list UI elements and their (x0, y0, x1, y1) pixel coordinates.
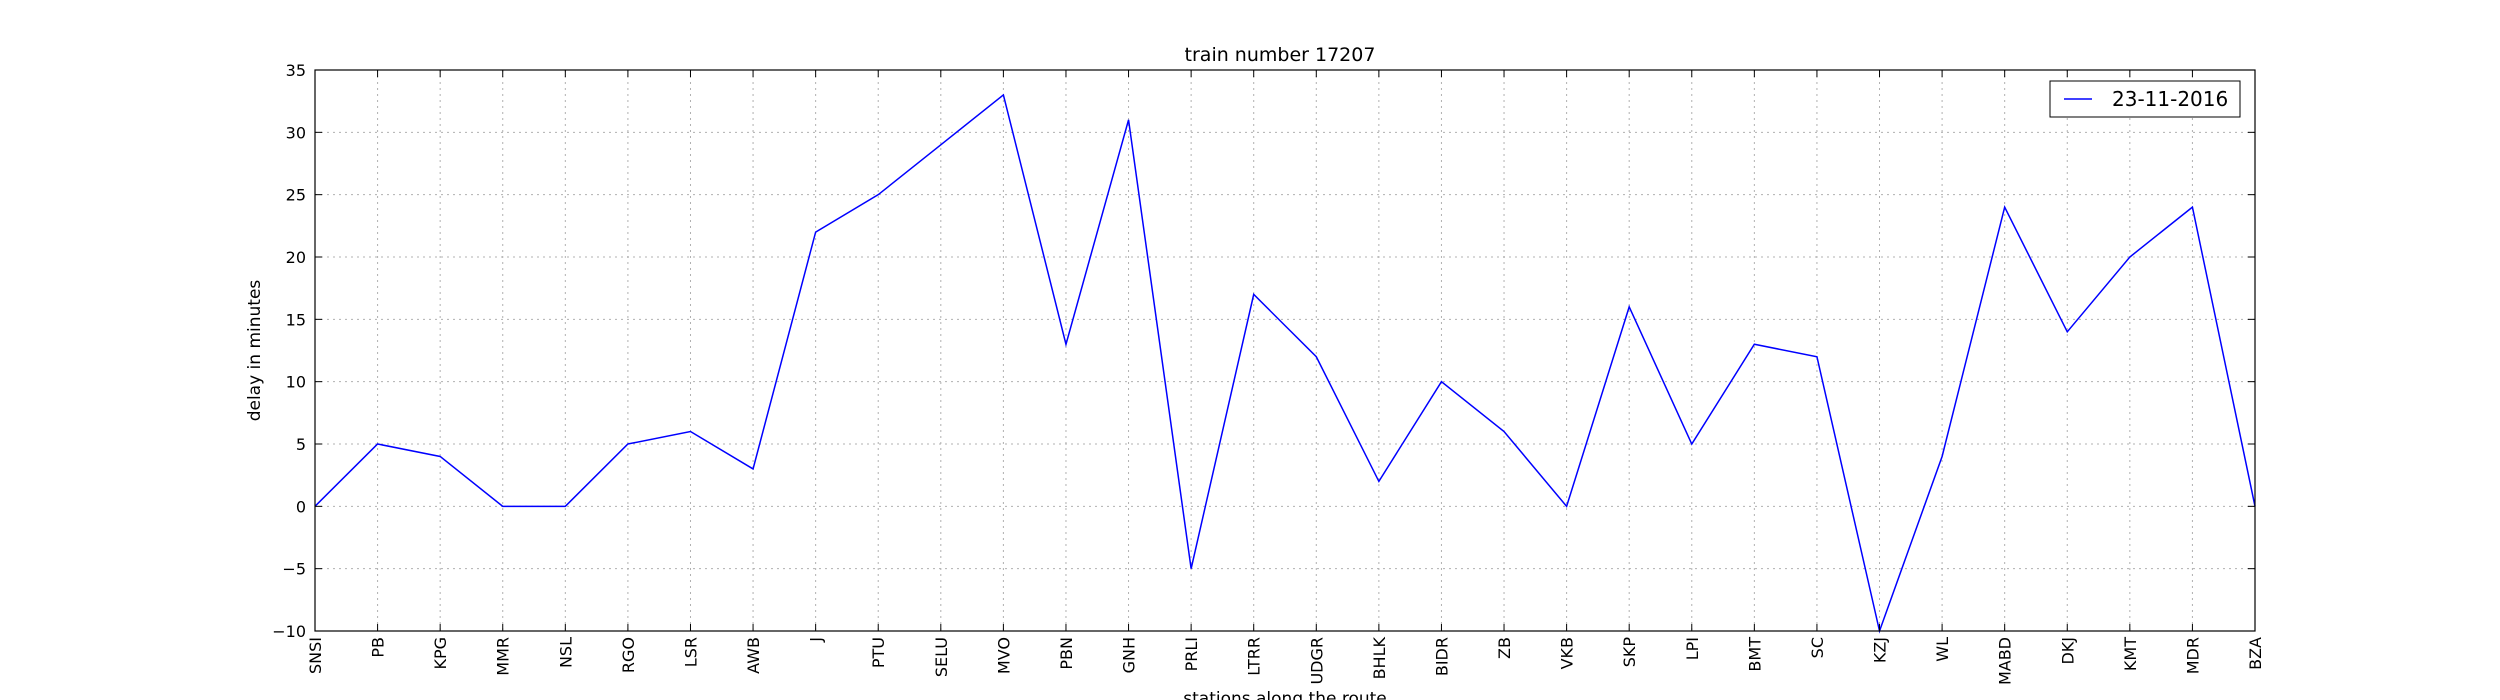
x-tick-label: PB (369, 637, 388, 658)
x-tick-label: SKP (1620, 637, 1639, 668)
x-tick-label: UDGR (1307, 637, 1326, 685)
x-tick-label: NSL (556, 637, 575, 668)
x-tick-label: SC (1808, 637, 1827, 658)
x-tick-label: BIDR (1432, 637, 1451, 676)
x-tick-label: DKJ (2058, 637, 2077, 665)
y-tick-label: −10 (272, 622, 306, 641)
legend: 23-11-2016 (2049, 80, 2241, 118)
y-tick-label: 15 (286, 310, 306, 329)
x-tick-label: WL (1933, 637, 1952, 662)
y-tick-label: 25 (286, 186, 306, 205)
x-tick-label: GNH (1120, 637, 1139, 673)
x-tick-label: AWB (744, 637, 763, 674)
x-tick-label: SNSI (306, 637, 325, 674)
y-tick-label: 10 (286, 373, 306, 392)
x-tick-label: BHLK (1370, 637, 1389, 680)
x-tick-label: BMT (1745, 637, 1764, 672)
x-tick-label: MVO (994, 637, 1013, 674)
x-tick-label: PBN (1057, 637, 1076, 670)
x-tick-label: SELU (932, 637, 951, 677)
x-tick-label: ZB (1495, 637, 1514, 659)
x-tick-label: VKB (1558, 637, 1577, 669)
chart-title: train number 17207 (1185, 44, 1376, 66)
legend-label: 23-11-2016 (2112, 87, 2228, 111)
series-line (314, 93, 2256, 634)
series-layer (314, 93, 2256, 634)
y-tick-label: −5 (282, 560, 306, 579)
x-axis-ticks: SNSI PB KPG MMR NSL RGO LSR AWB J PTU SELU MVO PBN GN… (306, 70, 2265, 685)
x-tick-label: LTRR (1245, 637, 1264, 676)
x-tick-label: KMT (2121, 637, 2140, 671)
x-tick-label: BZA (2246, 637, 2265, 670)
plot-frame (314, 69, 2256, 632)
x-tick-label: KZJ (1871, 637, 1890, 663)
x-tick-label: MDR (2183, 637, 2202, 674)
x-tick-label: KPG (431, 637, 450, 670)
y-tick-label: 20 (286, 248, 306, 267)
x-tick-label: J (807, 637, 826, 643)
x-tick-label: RGO (619, 637, 638, 673)
x-tick-label: MMR (494, 637, 513, 676)
x-tick-label: PRLI (1182, 637, 1201, 671)
x-tick-label: MABD (1996, 637, 2015, 685)
grid-lines (314, 69, 2256, 632)
y-tick-label: 0 (296, 497, 306, 516)
y-tick-label: 35 (286, 61, 306, 80)
y-tick-label: 30 (286, 123, 306, 142)
x-tick-label: PTU (869, 637, 888, 668)
x-axis-label: stations along the route (1183, 689, 1387, 700)
y-axis-label: delay in minutes (245, 280, 265, 422)
x-tick-label: LPI (1683, 637, 1702, 660)
y-axis-ticks: 35 30 25 20 15 10 5 0 −5 −10 (272, 61, 2255, 641)
x-tick-label: LSR (681, 637, 700, 667)
y-tick-label: 5 (296, 435, 306, 454)
